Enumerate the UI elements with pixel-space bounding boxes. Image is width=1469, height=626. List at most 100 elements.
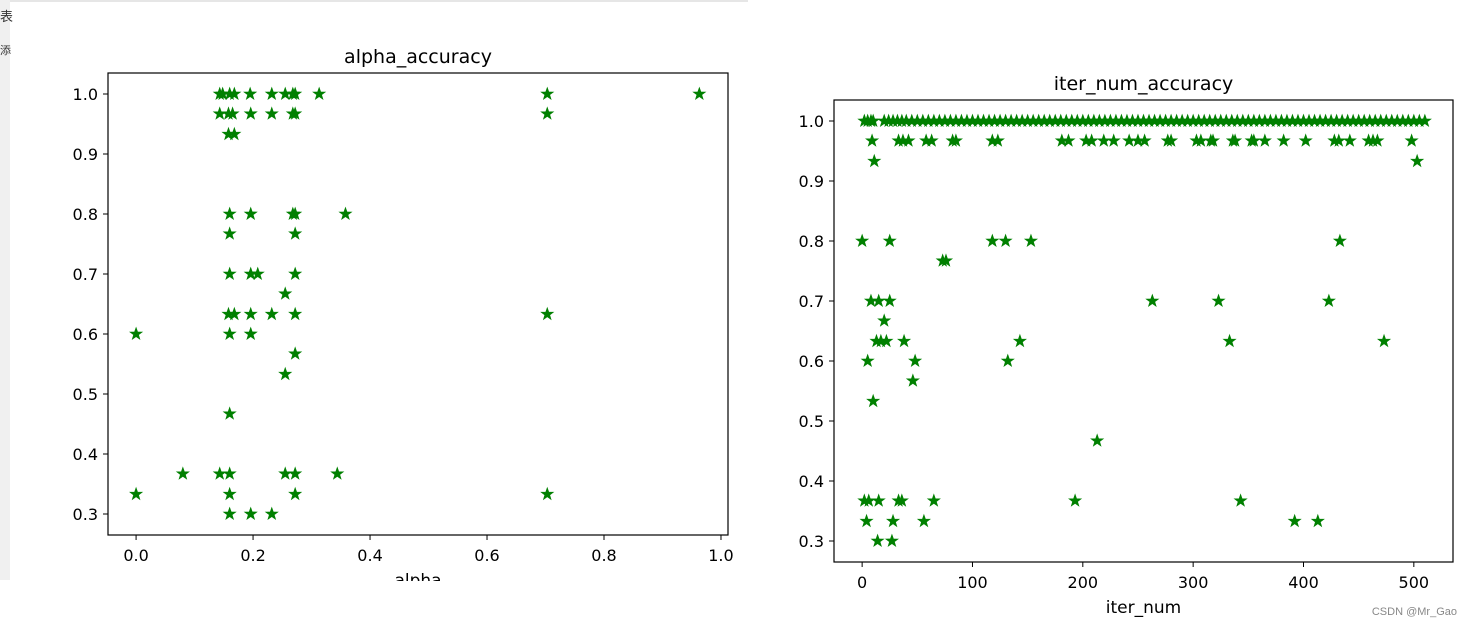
data-point [860,353,875,367]
data-point [877,313,892,327]
data-point [1410,153,1425,168]
data-point [264,106,279,120]
data-point [243,506,258,520]
data-point [222,206,237,220]
data-point [222,506,237,520]
data-point [540,486,555,501]
data-point [338,206,353,220]
data-point [1342,133,1357,147]
y-tick-label: 0.3 [73,505,98,524]
data-point [894,493,909,507]
data-point [288,86,303,100]
chart-1: alpha_accuracy 0.0 0.2 0.4 0.6 0.8 1.0 0.3 0.4 0.… [73,46,734,591]
data-point [278,286,293,300]
data-point [1145,293,1160,307]
data-point [250,266,265,280]
data-point [1310,513,1325,528]
data-point [330,466,345,480]
data-point [916,513,931,528]
data-point [1404,133,1419,147]
data-point [1023,233,1039,247]
data-point [859,513,874,528]
x-tick-label: 400 [1288,573,1319,592]
data-point [243,306,258,321]
data-point [212,466,227,480]
x-axis-label: iter_num [1106,598,1181,618]
data-point [1096,133,1111,147]
x-tick-label: 0.2 [240,546,265,565]
data-point [1205,133,1221,147]
data-point [1137,133,1152,147]
chart-title: iter_num_accuracy [1054,73,1234,95]
bottom-crop-mask [0,581,760,626]
data-point [882,233,897,247]
data-point [901,133,916,147]
data-point [1106,133,1121,147]
data-point [540,306,555,321]
data-point [222,406,237,420]
data-point [1068,493,1083,507]
plot-frame [107,72,729,536]
data-point [1000,353,1015,367]
x-tick-label: 0.8 [591,546,616,565]
data-point [985,233,1000,247]
y-tick-label: 1.0 [799,112,824,131]
data-point [1417,113,1432,127]
data-point [998,233,1013,247]
y-tick-label: 0.7 [799,292,824,311]
y-tick-label: 1.0 [73,85,98,104]
data-point [227,306,242,321]
data-point [264,306,279,321]
data-point [870,533,885,547]
data-point [905,373,920,387]
data-point [1228,133,1243,147]
plot-frame [833,99,1454,563]
x-tick-label: 100 [957,573,988,592]
data-point [288,226,303,240]
y-tick-label: 0.4 [799,472,824,491]
x-tick-label: 0 [857,573,867,592]
data-point [540,86,555,100]
data-point [222,466,237,480]
data-point [990,133,1005,147]
data-point [938,253,954,267]
watermark: CSDN @Mr_Gao [1371,606,1457,618]
data-point [867,153,882,168]
x-tick-label: 0.0 [123,546,148,565]
data-point [1298,133,1313,147]
data-point [855,233,870,247]
data-point [1332,233,1347,247]
data-point [885,513,901,528]
data-point [1211,293,1226,307]
data-point [1370,133,1385,147]
y-tick-label: 0.3 [799,532,824,551]
data-point [879,333,894,348]
x-tick-label: 300 [1178,573,1209,592]
x-tick-label: 1.0 [708,546,733,565]
data-point [288,266,303,280]
chart-2: iter_num_accuracy 0 100 200 300 400 500 0.3 0.4 0… [799,73,1454,618]
data-point [129,326,144,340]
data-point [866,393,881,408]
data-point [882,293,897,307]
data-point [225,106,240,120]
data-point [1012,333,1027,348]
y-tick-label: 0.7 [73,265,98,284]
x-tick-label: 200 [1068,573,1099,592]
data-point [278,366,293,381]
data-point [288,466,303,480]
y-tick-label: 0.9 [799,172,824,191]
data-point [227,126,242,141]
data-point [129,486,144,501]
top-border [0,0,748,2]
data-point [926,493,941,507]
y-tick-label: 0.8 [799,232,824,251]
y-tick-label: 0.4 [73,445,98,464]
data-point [884,533,899,547]
y-tick-label: 0.5 [799,412,824,431]
data-point [227,86,242,100]
data-point [1376,333,1392,348]
y-tick-label: 0.6 [73,325,98,344]
data-point [264,86,279,100]
